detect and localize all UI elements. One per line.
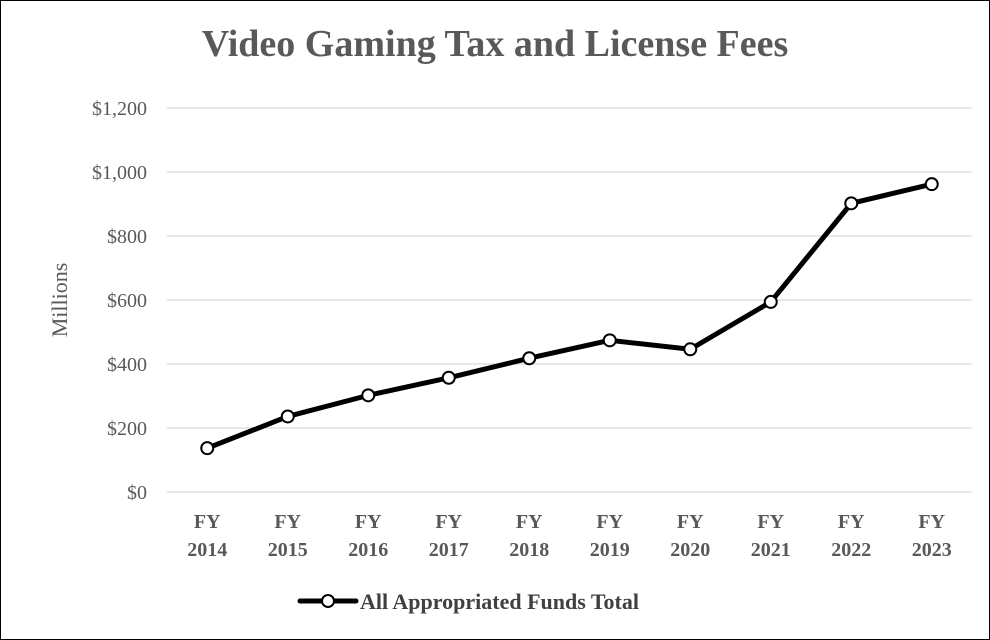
data-point xyxy=(924,177,939,192)
x-tick-label: FY xyxy=(757,511,784,533)
x-tick-label: 2016 xyxy=(348,539,388,561)
x-tick-label: 2022 xyxy=(831,539,871,561)
y-tick-label: $0 xyxy=(127,482,147,504)
data-point xyxy=(522,351,537,366)
series-group xyxy=(200,177,939,456)
x-tick-label: 2017 xyxy=(429,539,469,561)
legend-marker xyxy=(321,594,335,608)
x-tick-label: FY xyxy=(677,511,704,533)
x-tick-label: FY xyxy=(918,511,945,533)
x-tick-label: 2021 xyxy=(751,539,791,561)
x-axis-ticks: FY 2014 FY 2015 FY 2016 FY 2017 FY 2018 FY 2019 FY 20… xyxy=(187,511,952,561)
x-tick-label: 2020 xyxy=(670,539,710,561)
data-point xyxy=(441,370,456,385)
y-tick-label: $200 xyxy=(107,418,147,440)
x-tick-label: 2014 xyxy=(187,539,227,561)
x-tick-label: FY xyxy=(838,511,865,533)
x-tick-label: 2023 xyxy=(912,539,952,561)
y-tick-label: $1,000 xyxy=(92,162,147,184)
data-point xyxy=(602,333,617,348)
y-axis-ticks: $0 $200 $400 $600 $800 $1,000 $1,200 xyxy=(92,98,147,504)
x-tick-label: 2019 xyxy=(590,539,630,561)
x-tick-label: FY xyxy=(516,511,543,533)
y-tick-label: $400 xyxy=(107,354,147,376)
data-point xyxy=(683,342,698,357)
data-point xyxy=(844,196,859,211)
gridlines xyxy=(167,107,972,493)
x-tick-label: FY xyxy=(274,511,301,533)
data-point xyxy=(200,441,215,456)
data-point xyxy=(763,294,778,309)
y-axis-label: Millions xyxy=(47,263,72,338)
x-tick-label: FY xyxy=(596,511,623,533)
y-tick-label: $600 xyxy=(107,290,147,312)
data-point xyxy=(280,409,295,424)
chart-title: Video Gaming Tax and License Fees xyxy=(201,23,789,65)
data-point xyxy=(361,388,376,403)
x-tick-label: FY xyxy=(194,511,221,533)
x-tick-label: 2018 xyxy=(509,539,549,561)
legend: All Appropriated Funds Total xyxy=(297,589,639,614)
x-tick-label: FY xyxy=(435,511,462,533)
series-line xyxy=(204,181,935,451)
y-tick-label: $800 xyxy=(107,226,147,248)
x-tick-label: 2015 xyxy=(268,539,308,561)
y-tick-label: $1,200 xyxy=(92,98,147,120)
x-tick-label: FY xyxy=(355,511,382,533)
legend-label: All Appropriated Funds Total xyxy=(360,589,639,614)
